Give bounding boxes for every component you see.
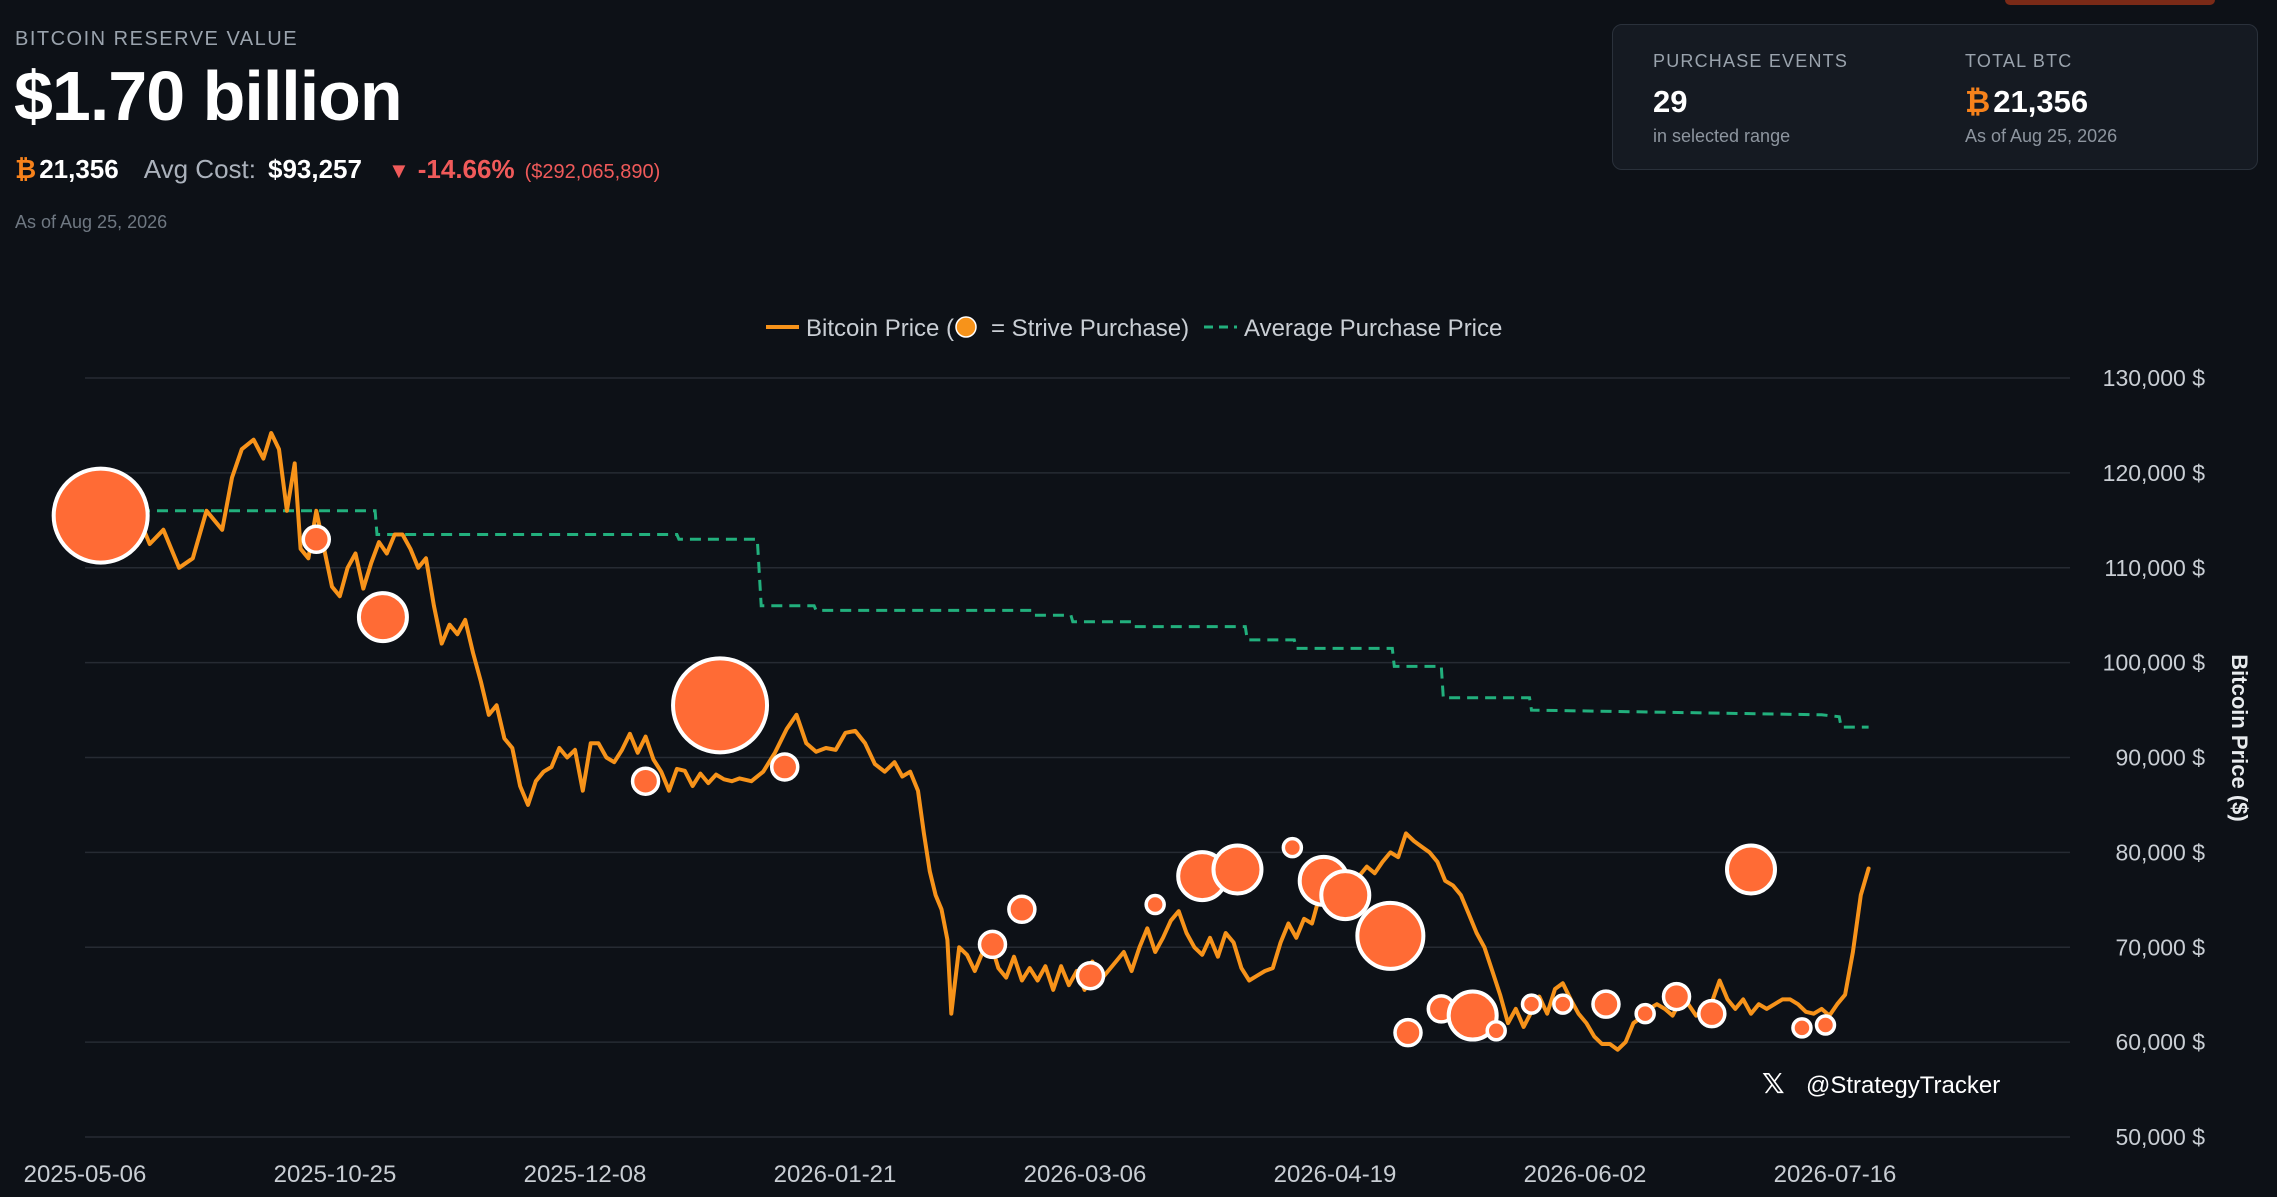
purchase-marker xyxy=(51,466,150,565)
avg-cost-value: $93,257 xyxy=(267,154,362,184)
y-tick-label: 50,000 $ xyxy=(2115,1124,2205,1150)
x-tick-label: 2026-06-02 xyxy=(1524,1161,1647,1188)
y-tick-label: 80,000 $ xyxy=(2115,839,2205,865)
total-btc-sub: As of Aug 25, 2026 xyxy=(1965,126,2118,146)
x-tick-label: 2026-07-16 xyxy=(1774,1161,1897,1188)
x-axis-ticks: 2025-05-06 2025-10-25 2025-12-08 2026-01-21… xyxy=(24,1161,1897,1188)
bitcoin-icon: ₿ xyxy=(1965,84,1991,119)
legend-purchase-marker-icon xyxy=(955,316,977,338)
purchase-marker xyxy=(769,752,800,782)
purchase-marker xyxy=(301,524,332,555)
y-tick-label: 130,000 $ xyxy=(2103,365,2206,391)
purchase-events-value: 29 xyxy=(1653,84,1688,119)
top-accent-bar xyxy=(2005,0,2215,5)
legend-price-label-post: = Strive Purchase) xyxy=(991,315,1189,342)
purchase-marker xyxy=(1075,960,1106,991)
legend-price-label-pre: Bitcoin Price ( xyxy=(806,315,954,342)
purchase-marker xyxy=(1211,843,1264,896)
x-tick-label: 2026-04-19 xyxy=(1274,1161,1397,1188)
purchase-marker xyxy=(1725,843,1777,896)
purchase-marker xyxy=(1661,981,1692,1012)
y-tick-label: 90,000 $ xyxy=(2115,745,2205,771)
purchase-events-sub: in selected range xyxy=(1653,126,1791,146)
purchase-marker xyxy=(1791,1017,1813,1039)
x-tick-label: 2025-05-06 xyxy=(24,1161,147,1188)
purchase-marker xyxy=(1814,1014,1837,1036)
purchase-marker xyxy=(1007,894,1037,925)
purchase-marker xyxy=(1520,993,1543,1015)
y-axis-ticks: 130,000 $ 120,000 $ 110,000 $ 100,000 $ 90,0… xyxy=(2103,365,2206,1150)
purchase-events-label: PURCHASE EVENTS xyxy=(1653,51,1849,71)
y-axis-label: Bitcoin Price ($) xyxy=(2227,654,2252,821)
purchase-marker xyxy=(671,656,770,755)
reserve-value: $1.70 billion xyxy=(14,57,403,135)
purchase-marker xyxy=(977,929,1008,960)
y-tick-label: 70,000 $ xyxy=(2115,934,2205,960)
x-tick-label: 2026-01-21 xyxy=(774,1161,897,1188)
avg-cost-label: Avg Cost: xyxy=(143,154,256,184)
change-percent: -14.66% xyxy=(417,154,515,184)
y-tick-label: 110,000 $ xyxy=(2104,555,2205,581)
purchase-marker xyxy=(1697,998,1727,1029)
total-btc-stat: TOTAL BTC ₿21,356 As of Aug 25, 2026 xyxy=(1965,51,2117,147)
watermark-handle: @StrategyTracker xyxy=(1806,1072,2000,1099)
purchase-marker xyxy=(1319,869,1372,922)
chart-legend: Bitcoin Price ( = Strive Purchase) Avera… xyxy=(766,315,1502,342)
x-tick-label: 2025-10-25 xyxy=(274,1161,397,1188)
total-btc-value: ₿21,356 xyxy=(1965,84,2117,120)
down-arrow-icon: ▼ xyxy=(387,158,410,183)
stats-row: ₿ 21,356 Avg Cost: $93,257 ▼ -14.66% ($2… xyxy=(15,154,660,185)
change-absolute: ($292,065,890) xyxy=(524,161,661,183)
y-tick-label: 100,000 $ xyxy=(2103,650,2206,676)
purchase-events-stat: PURCHASE EVENTS 29 in selected range xyxy=(1653,51,1848,147)
x-logo-icon: 𝕏 xyxy=(1762,1067,1785,1100)
purchase-marker xyxy=(356,591,409,644)
purchase-marker xyxy=(1591,989,1621,1019)
summary-card: PURCHASE EVENTS 29 in selected range TOT… xyxy=(1612,24,2258,170)
grid-lines xyxy=(85,377,2070,1138)
legend-average-label: Average Purchase Price xyxy=(1244,315,1502,342)
total-btc-label: TOTAL BTC xyxy=(1965,51,2073,71)
watermark: 𝕏 @StrategyTracker xyxy=(1762,1067,2000,1100)
x-tick-label: 2026-03-06 xyxy=(1024,1161,1147,1188)
reserve-label: BITCOIN RESERVE VALUE xyxy=(15,28,299,50)
series-average-purchase-price xyxy=(85,509,1869,729)
x-tick-label: 2025-12-08 xyxy=(524,1161,647,1188)
purchase-markers xyxy=(51,466,1837,1048)
y-tick-label: 120,000 $ xyxy=(2103,460,2206,486)
purchase-marker xyxy=(1355,900,1426,971)
btc-amount: 21,356 xyxy=(39,154,119,184)
purchase-marker xyxy=(1552,993,1574,1015)
total-btc-amount: 21,356 xyxy=(1993,84,2089,119)
purchase-marker xyxy=(1281,836,1304,859)
y-tick-label: 60,000 $ xyxy=(2115,1029,2205,1055)
bitcoin-icon: ₿ xyxy=(15,154,37,184)
as-of-date: As of Aug 25, 2026 xyxy=(15,212,168,232)
purchase-marker xyxy=(1446,989,1499,1042)
purchase-marker xyxy=(1634,1002,1656,1025)
purchase-marker xyxy=(630,766,661,796)
series-bitcoin-price xyxy=(83,431,1871,1052)
purchase-marker xyxy=(1144,893,1166,916)
purchase-marker xyxy=(1485,1019,1507,1042)
purchase-marker xyxy=(1393,1017,1423,1048)
